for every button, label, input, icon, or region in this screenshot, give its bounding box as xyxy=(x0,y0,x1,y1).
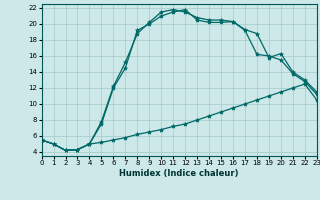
X-axis label: Humidex (Indice chaleur): Humidex (Indice chaleur) xyxy=(119,169,239,178)
